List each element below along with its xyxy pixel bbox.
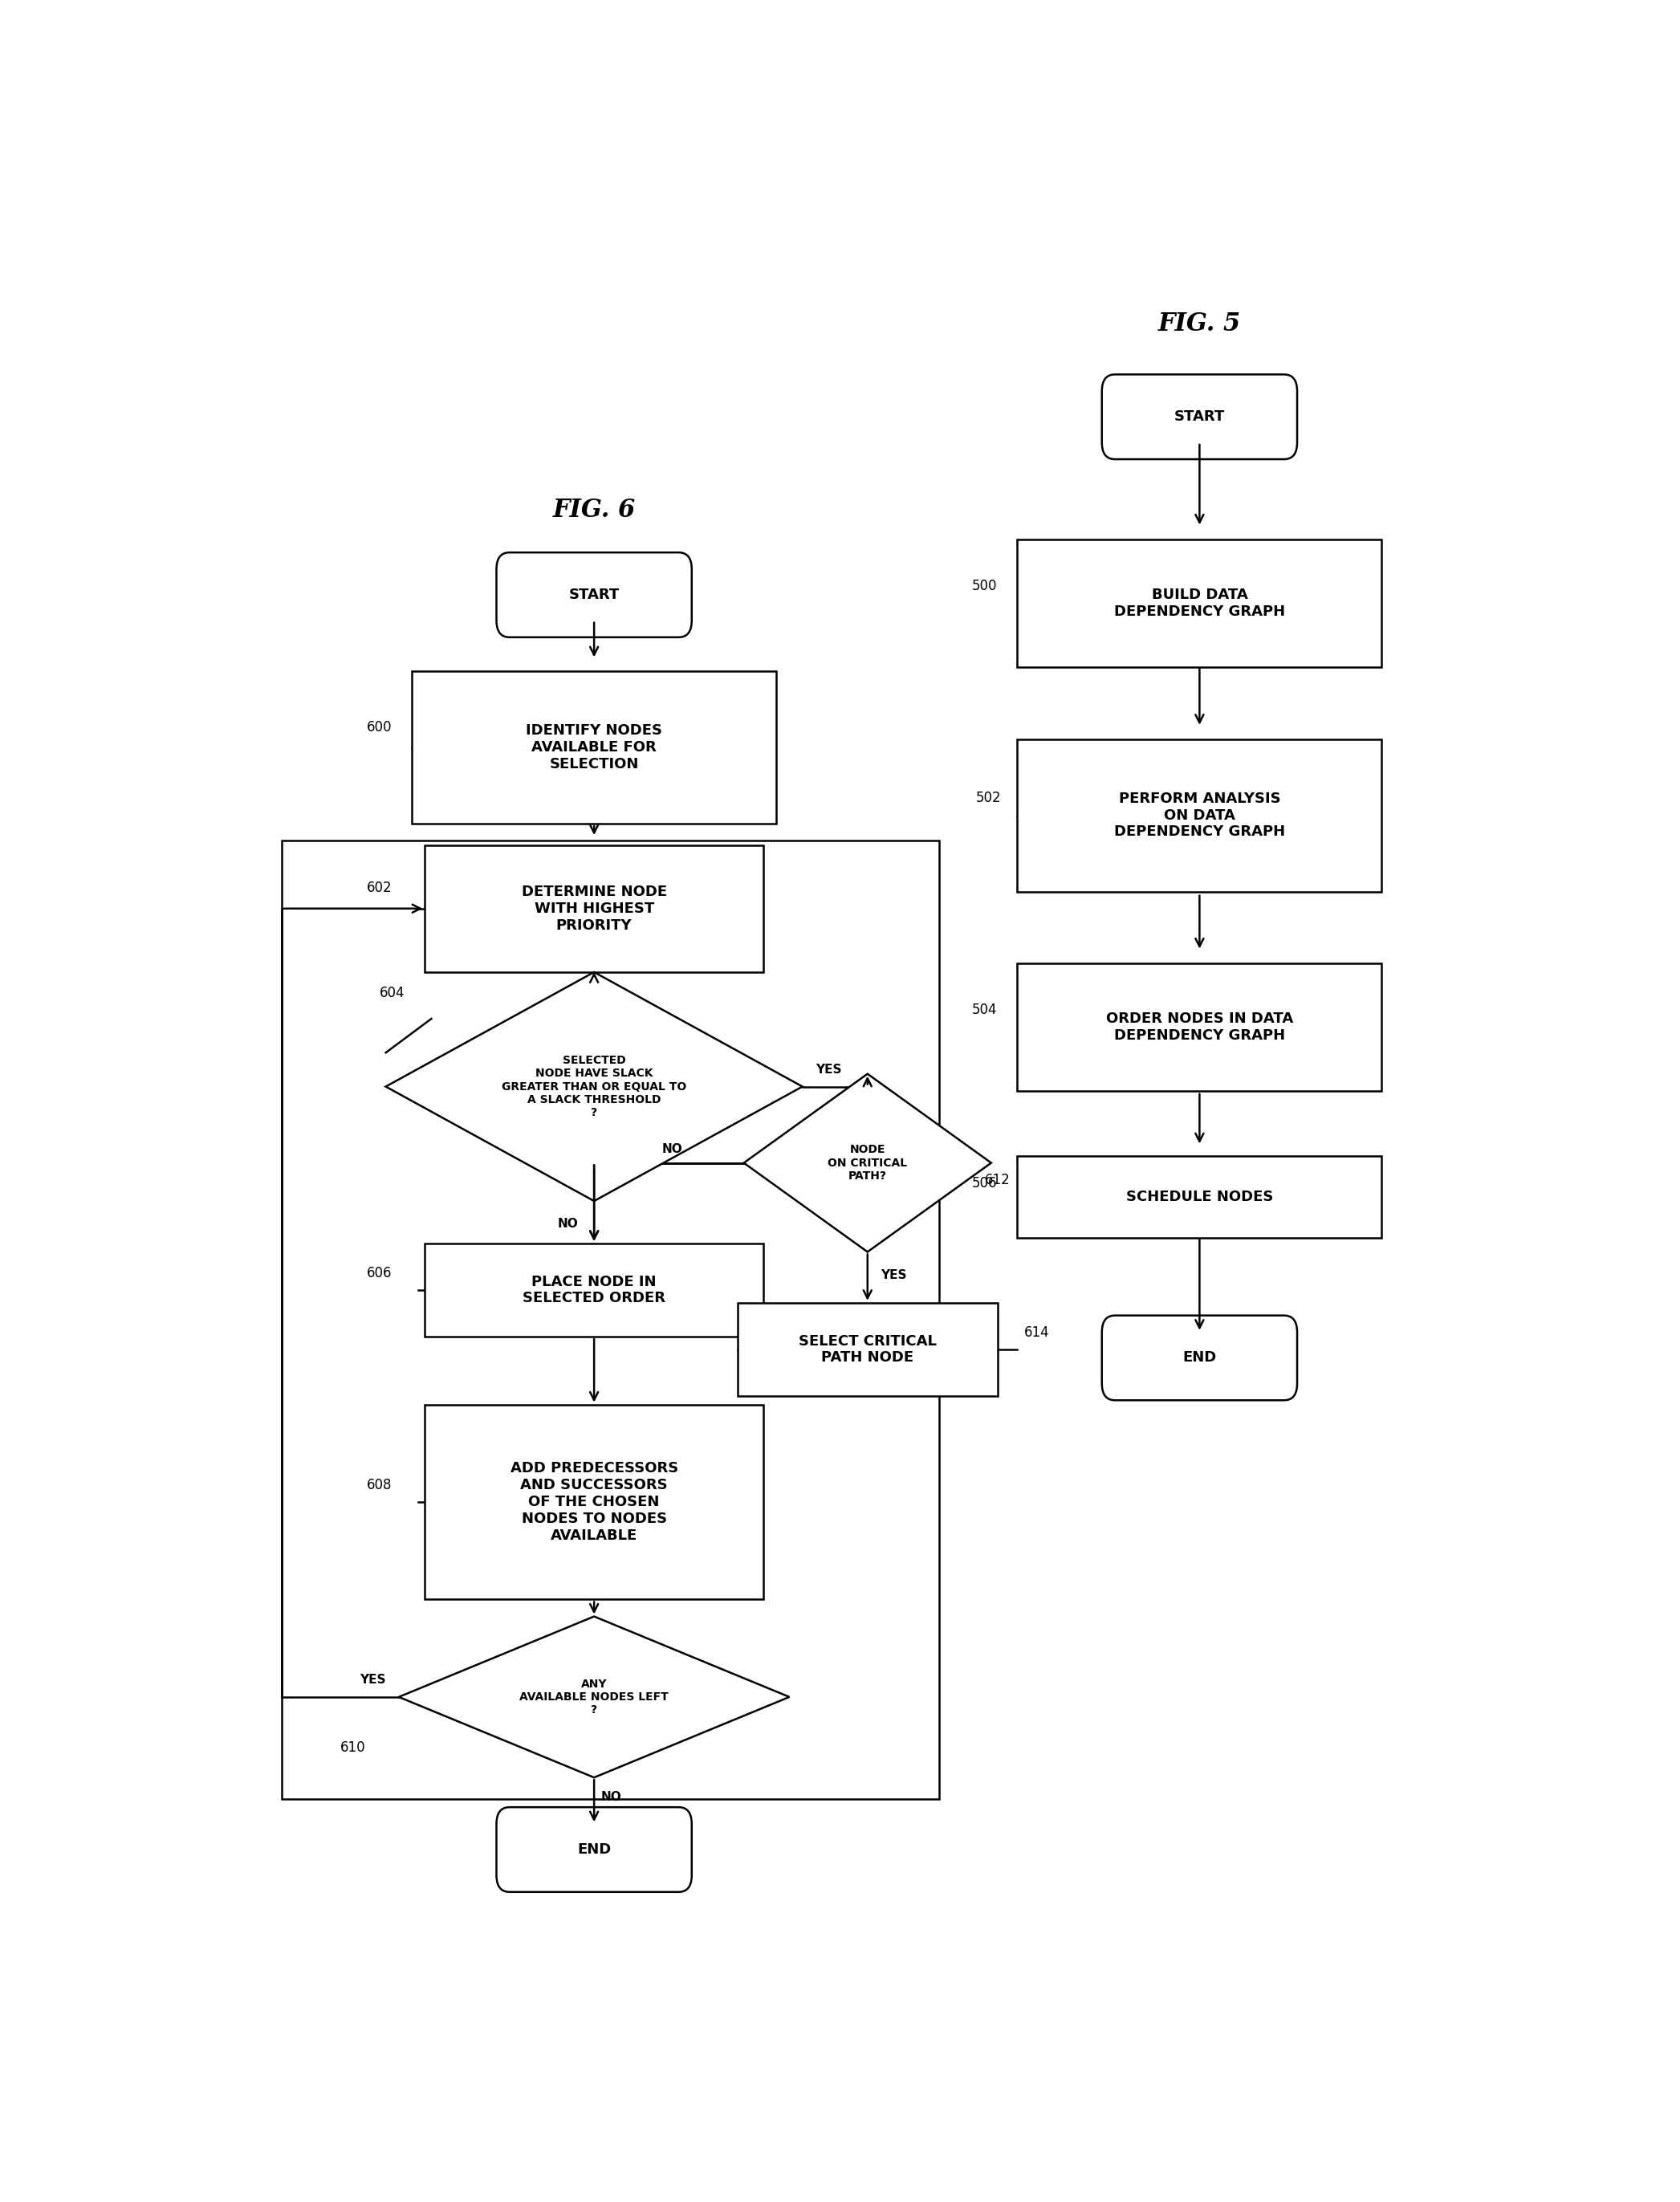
Text: BUILD DATA
DEPENDENCY GRAPH: BUILD DATA DEPENDENCY GRAPH xyxy=(1114,588,1285,619)
Text: PLACE NODE IN
SELECTED ORDER: PLACE NODE IN SELECTED ORDER xyxy=(522,1275,665,1306)
FancyBboxPatch shape xyxy=(1102,374,1297,460)
Text: SELECTED
NODE HAVE SLACK
GREATER THAN OR EQUAL TO
A SLACK THRESHOLD
?: SELECTED NODE HAVE SLACK GREATER THAN OR… xyxy=(502,1055,687,1119)
Text: FIG. 6: FIG. 6 xyxy=(553,498,635,522)
Text: 604: 604 xyxy=(380,986,405,1000)
Polygon shape xyxy=(744,1075,991,1253)
Text: ANY
AVAILABLE NODES LEFT
?: ANY AVAILABLE NODES LEFT ? xyxy=(519,1678,669,1715)
FancyBboxPatch shape xyxy=(497,1808,692,1892)
Text: 500: 500 xyxy=(973,579,998,595)
Text: YES: YES xyxy=(880,1268,907,1282)
Bar xyxy=(412,672,776,824)
Bar xyxy=(425,846,763,971)
Text: ORDER NODES IN DATA
DEPENDENCY GRAPH: ORDER NODES IN DATA DEPENDENCY GRAPH xyxy=(1105,1011,1294,1044)
Text: ADD PREDECESSORS
AND SUCCESSORS
OF THE CHOSEN
NODES TO NODES
AVAILABLE: ADD PREDECESSORS AND SUCCESSORS OF THE C… xyxy=(511,1462,679,1544)
Bar xyxy=(1016,964,1381,1090)
Text: START: START xyxy=(570,588,620,601)
Text: NO: NO xyxy=(558,1218,578,1231)
Text: NO: NO xyxy=(600,1790,622,1803)
Text: YES: YES xyxy=(360,1674,386,1687)
Text: 608: 608 xyxy=(366,1478,391,1493)
FancyBboxPatch shape xyxy=(497,553,692,636)
Bar xyxy=(1016,740,1381,892)
Text: SCHEDULE NODES: SCHEDULE NODES xyxy=(1126,1189,1273,1204)
Text: 606: 606 xyxy=(366,1266,391,1279)
Bar xyxy=(1016,1156,1381,1238)
Text: 506: 506 xyxy=(973,1176,998,1191)
Bar xyxy=(282,841,939,1799)
Polygon shape xyxy=(386,971,803,1200)
Bar xyxy=(425,1244,763,1337)
FancyBboxPatch shape xyxy=(1102,1315,1297,1400)
Bar xyxy=(1016,539,1381,667)
Text: 600: 600 xyxy=(366,720,391,733)
Text: START: START xyxy=(1174,410,1225,425)
Text: 504: 504 xyxy=(973,1004,998,1017)
Polygon shape xyxy=(398,1616,790,1777)
Text: IDENTIFY NODES
AVAILABLE FOR
SELECTION: IDENTIFY NODES AVAILABLE FOR SELECTION xyxy=(526,724,662,771)
Bar xyxy=(425,1405,763,1599)
Text: END: END xyxy=(1183,1350,1216,1365)
Text: SELECT CRITICAL
PATH NODE: SELECT CRITICAL PATH NODE xyxy=(798,1334,936,1365)
Text: PERFORM ANALYSIS
ON DATA
DEPENDENCY GRAPH: PERFORM ANALYSIS ON DATA DEPENDENCY GRAP… xyxy=(1114,791,1285,839)
Text: DETERMINE NODE
WITH HIGHEST
PRIORITY: DETERMINE NODE WITH HIGHEST PRIORITY xyxy=(521,885,667,931)
Text: 602: 602 xyxy=(366,881,391,896)
Text: NODE
ON CRITICAL
PATH?: NODE ON CRITICAL PATH? xyxy=(828,1145,907,1182)
Bar xyxy=(738,1304,998,1396)
Text: 612: 612 xyxy=(984,1174,1010,1187)
Text: NO: NO xyxy=(662,1143,682,1156)
Text: YES: YES xyxy=(815,1064,842,1075)
Text: END: END xyxy=(578,1843,612,1856)
Text: 610: 610 xyxy=(341,1740,366,1755)
Text: 614: 614 xyxy=(1023,1326,1048,1339)
Text: 502: 502 xyxy=(976,791,1001,806)
Text: FIG. 5: FIG. 5 xyxy=(1158,310,1242,337)
